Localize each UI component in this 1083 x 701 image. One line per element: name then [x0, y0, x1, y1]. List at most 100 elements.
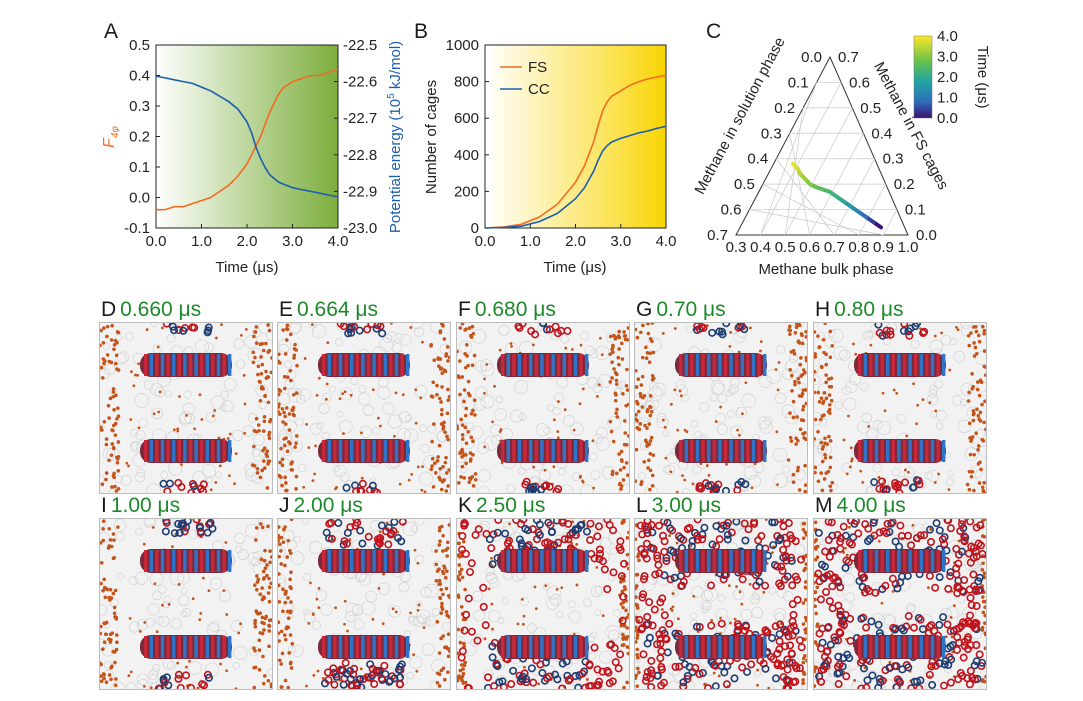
rod-stripe [529, 440, 533, 462]
dissolved-methane [585, 678, 589, 681]
methane-bulk [646, 466, 650, 470]
rod-stripe [557, 636, 561, 658]
methane-bulk [283, 422, 288, 426]
hydrate-cage [196, 529, 205, 538]
dissolved-methane [578, 402, 582, 406]
hydrate-cage [835, 628, 844, 637]
methane-bulk [290, 642, 295, 646]
water-molecule [590, 470, 601, 480]
hydrate-cage [494, 519, 503, 524]
rod-stripe [506, 354, 510, 376]
dissolved-methane [863, 666, 867, 670]
panel-a-right-tick-label: -22.8 [343, 147, 377, 164]
methane-bulk [278, 460, 282, 465]
dissolved-methane [775, 430, 779, 434]
panel-a-right-tick-label: -22.6 [343, 74, 377, 91]
dissolved-methane [176, 661, 180, 665]
hydrate-cage [817, 677, 826, 686]
hydrate-cage [458, 531, 467, 540]
dissolved-methane [759, 340, 763, 344]
hydrate-cage [666, 524, 675, 533]
hydrate-cage [163, 487, 172, 493]
hydrate-cage [960, 641, 969, 650]
hydrate-cage [957, 622, 966, 631]
dissolved-methane [349, 393, 353, 397]
hydrate-cage [642, 539, 651, 548]
methane-bulk [648, 351, 652, 356]
methane-bulk [979, 380, 984, 385]
rod-stripe [579, 636, 583, 658]
methane-bulk [824, 380, 828, 385]
methane-bulk [983, 605, 986, 610]
water-molecule [328, 385, 336, 393]
methane-bulk [280, 651, 285, 656]
water-molecule [560, 484, 574, 493]
hydrate-cage [542, 481, 551, 490]
hydrate-cage [457, 653, 466, 662]
water-molecule [311, 324, 326, 339]
methane-bulk [278, 554, 281, 559]
hydrate-cage [869, 519, 878, 527]
dissolved-methane [947, 488, 951, 491]
dissolved-methane [601, 614, 605, 618]
methane-bulk [635, 335, 640, 340]
snapshot-e [277, 322, 451, 494]
methane-bulk [278, 631, 281, 635]
water-molecule [201, 464, 216, 479]
rod-stripe [155, 636, 159, 658]
water-molecule [868, 330, 876, 338]
water-molecule [535, 423, 550, 437]
hydrate-cage [963, 674, 972, 683]
dissolved-methane [950, 635, 954, 639]
water-molecule [178, 413, 192, 426]
snapshot-scene [635, 519, 807, 689]
methane-bulk [635, 684, 640, 688]
methane-bulk [460, 455, 464, 459]
hydrate-cage [363, 325, 372, 334]
methane-bulk [286, 685, 291, 689]
water-molecule [471, 329, 487, 344]
hydrate-cage [594, 522, 603, 531]
panel-a: A -0.10.00.10.20.30.40.5 -23.0-22.9-22.8… [101, 20, 404, 276]
rod-stripe [545, 354, 550, 376]
dissolved-methane [845, 553, 849, 557]
methane-bulk [459, 663, 464, 667]
hydrate-cage [912, 677, 921, 686]
water-molecule [404, 428, 419, 443]
dissolved-methane [243, 402, 247, 406]
rod-stripe [874, 354, 879, 376]
methane-bulk [803, 598, 807, 602]
rod-stripe [172, 636, 176, 658]
dissolved-methane [226, 437, 230, 440]
water-molecule [402, 521, 418, 537]
methane-bulk [112, 342, 117, 347]
water-molecule [410, 525, 419, 533]
water-molecule [555, 610, 564, 619]
methane-bulk [113, 484, 117, 489]
dissolved-methane [848, 465, 852, 469]
methane-bulk [106, 546, 111, 550]
hydrate-cage [619, 592, 628, 601]
methane-bulk [439, 487, 444, 492]
dissolved-methane [136, 373, 139, 377]
water-molecule [580, 331, 590, 341]
rod-stripe [880, 354, 884, 376]
methane-bulk [113, 615, 117, 619]
methane-bulk [610, 376, 614, 380]
hydrate-cage [515, 535, 524, 544]
dissolved-methane [234, 687, 238, 689]
hydrate-cage [711, 682, 720, 689]
hydrate-cage [870, 478, 879, 487]
rod-stripe [562, 550, 566, 572]
hydrate-cage [898, 624, 907, 633]
hydrate-cage [159, 675, 168, 684]
methane-bulk [278, 542, 282, 547]
methane-bulk [104, 442, 109, 447]
dissolved-methane [556, 400, 560, 403]
dissolved-methane [596, 395, 599, 398]
dissolved-methane [483, 391, 486, 395]
hydrate-cage [846, 614, 855, 623]
methane-bulk [112, 347, 116, 352]
methane-bulk [440, 408, 444, 412]
water-molecule [258, 323, 272, 334]
